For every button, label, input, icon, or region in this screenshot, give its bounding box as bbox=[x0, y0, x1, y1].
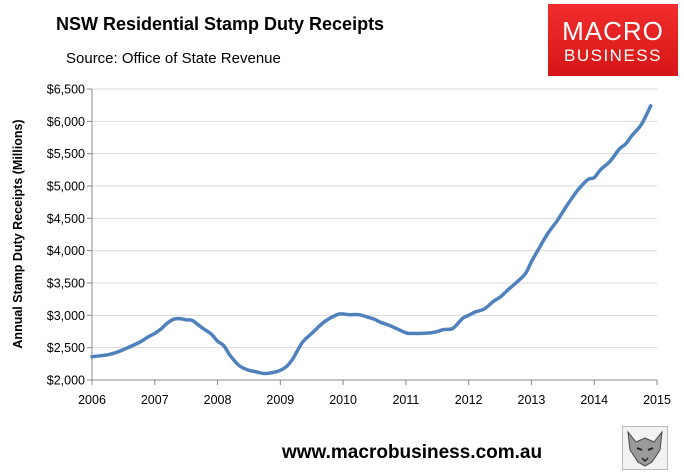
x-tick-label: 2014 bbox=[580, 393, 608, 407]
chart-title: NSW Residential Stamp Duty Receipts bbox=[56, 14, 385, 34]
y-tick-label: $6,500 bbox=[47, 83, 85, 97]
logo-line-1: MACRO bbox=[562, 16, 664, 46]
x-tick-label: 2013 bbox=[518, 393, 546, 407]
x-tick-label: 2010 bbox=[329, 393, 357, 407]
chart-axes bbox=[91, 89, 657, 381]
y-tick-label: $2,500 bbox=[47, 341, 85, 355]
y-axis-title: Annual Stamp Duty Receipts (Millions) bbox=[11, 119, 25, 348]
x-tick-label: 2007 bbox=[141, 393, 169, 407]
y-tick-label: $5,000 bbox=[47, 180, 85, 194]
series-line bbox=[90, 104, 653, 376]
y-tick-label: $6,000 bbox=[47, 115, 85, 129]
series-group bbox=[90, 104, 653, 376]
x-tick-label: 2006 bbox=[78, 393, 106, 407]
x-axis-ticks: 2006 2007 2008 2009 2010 2011 2012 2013 2014 2015 bbox=[78, 380, 671, 407]
gridlines bbox=[92, 88, 657, 381]
x-tick-label: 2009 bbox=[266, 393, 294, 407]
y-tick-label: $4,000 bbox=[47, 244, 85, 258]
chart-source: Source: Office of State Revenue bbox=[66, 50, 281, 67]
y-tick-label: $5,500 bbox=[47, 147, 85, 161]
wolf-logo-icon bbox=[622, 426, 668, 470]
y-tick-label: $3,000 bbox=[47, 309, 85, 323]
y-tick-label: $3,500 bbox=[47, 277, 85, 291]
footer-url: www.macrobusiness.com.au bbox=[282, 442, 543, 463]
x-tick-label: 2012 bbox=[455, 393, 483, 407]
x-tick-label: 2011 bbox=[392, 393, 419, 407]
y-tick-label: $4,500 bbox=[47, 212, 85, 226]
macrobusiness-logo: MACRO BUSINESS bbox=[548, 4, 678, 76]
y-axis-ticks: $2,000 $2,500 $3,000 $3,500 $4,000 $4,500 $5,0… bbox=[47, 83, 92, 388]
x-tick-label: 2015 bbox=[643, 393, 671, 407]
x-tick-label: 2008 bbox=[204, 393, 232, 407]
logo-line-2: BUSINESS bbox=[564, 46, 662, 65]
y-tick-label: $2,000 bbox=[47, 374, 85, 388]
